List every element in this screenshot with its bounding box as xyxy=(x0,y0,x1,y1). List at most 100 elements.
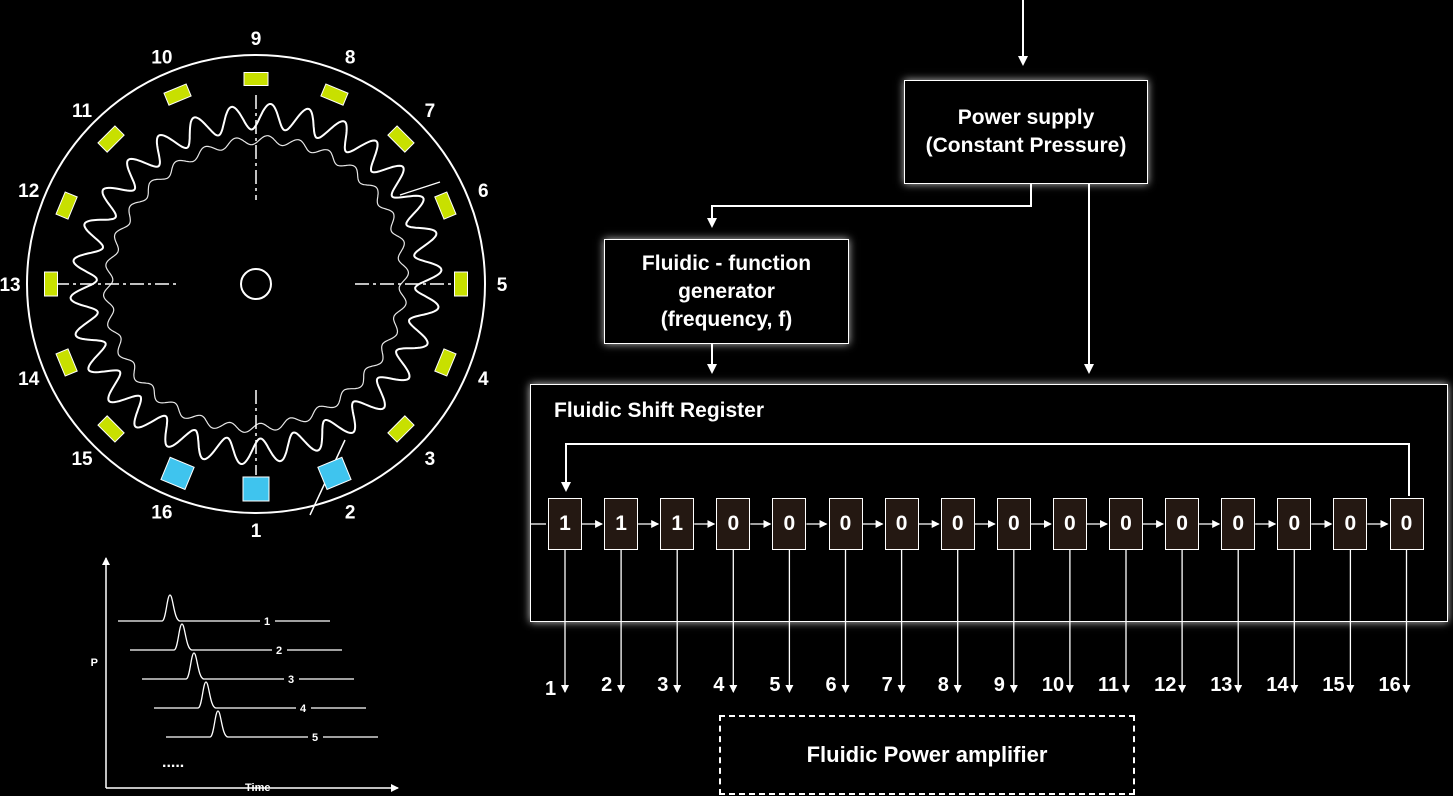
register-cell: 1 xyxy=(660,498,695,550)
register-cell: 0 xyxy=(996,498,1031,550)
function-generator-box: Fluidic - function generator (frequency,… xyxy=(604,239,849,344)
pulse-label: 4 xyxy=(300,703,307,715)
stator-outer-ring xyxy=(26,54,486,514)
stator-pole xyxy=(242,476,270,502)
stator-label: 9 xyxy=(251,29,262,50)
stator-label: 12 xyxy=(18,181,39,202)
centre-lines xyxy=(55,95,455,475)
stator-label: 14 xyxy=(18,369,40,390)
output-label: 5 xyxy=(769,674,781,696)
output-label: 12 xyxy=(1154,674,1177,696)
function-generator-line1: Fluidic - function xyxy=(641,251,812,275)
stator-pole xyxy=(434,191,457,220)
stator-label: 2 xyxy=(345,502,356,523)
output-label: 2 xyxy=(601,674,613,696)
function-generator-line3: (frequency, f) xyxy=(660,307,793,331)
register-cell: 0 xyxy=(828,498,863,550)
stator-label: 3 xyxy=(425,449,436,470)
stator-label: 4 xyxy=(478,369,489,390)
register-cell: 0 xyxy=(940,498,975,550)
power-amplifier-label: Fluidic Power amplifier xyxy=(806,742,1048,767)
stator-label: 5 xyxy=(497,275,508,296)
output-label: 4 xyxy=(713,674,725,696)
stator-pole xyxy=(97,125,125,153)
stator-poles xyxy=(44,72,468,502)
output-label: 14 xyxy=(1266,674,1289,696)
motor-shaft xyxy=(240,268,272,300)
feedback-loop-arrow xyxy=(561,443,1410,496)
power-amplifier-box: Fluidic Power amplifier xyxy=(719,715,1135,795)
stator-pole xyxy=(163,83,192,106)
register-cell: 0 xyxy=(1165,498,1200,550)
pulse-label: 3 xyxy=(288,674,294,686)
stator-label: 8 xyxy=(345,48,356,69)
output-label: 9 xyxy=(993,674,1005,696)
pulse-trace xyxy=(118,594,260,622)
pulse-ellipsis: ..... xyxy=(162,754,184,771)
stator-label: 13 xyxy=(0,275,21,296)
register-cell: 1 xyxy=(548,498,582,550)
output-label: 13 xyxy=(1210,674,1233,696)
output-label: 3 xyxy=(657,674,669,696)
register-cell: 0 xyxy=(1277,498,1312,550)
output-label: 10 xyxy=(1041,674,1065,696)
register-cell: 0 xyxy=(884,498,919,550)
output-label: 7 xyxy=(881,674,893,696)
pulse-trace xyxy=(166,710,308,738)
output-label: 15 xyxy=(1322,674,1345,696)
stator-pole xyxy=(160,456,195,491)
stator-pole xyxy=(44,271,58,297)
pulse-label: 2 xyxy=(276,645,282,657)
stator-label: 7 xyxy=(425,101,436,122)
stator-label: 16 xyxy=(151,502,172,523)
stator-pole xyxy=(55,191,78,220)
stator-label: 1 xyxy=(251,521,262,542)
stator-pole xyxy=(320,83,349,106)
register-cell: 0 xyxy=(1389,498,1424,550)
register-cell: 0 xyxy=(1221,498,1256,550)
pulse-label: 1 xyxy=(264,616,270,628)
stator-label: 6 xyxy=(478,181,489,202)
register-cell: 1 xyxy=(604,498,639,550)
power-supply-title: Power supply xyxy=(957,106,1095,129)
stator-pole xyxy=(387,125,415,153)
stator-pole xyxy=(55,348,78,377)
flexible-gear-outline xyxy=(69,103,443,465)
stator-label: 10 xyxy=(151,48,172,69)
stator-label: 11 xyxy=(72,101,93,122)
supply-to-generator-arrow xyxy=(707,184,1032,228)
stator-label: 15 xyxy=(71,449,93,470)
output-label: 16 xyxy=(1378,674,1401,696)
stator-pole xyxy=(243,72,269,86)
shift-register-title: Fluidic Shift Register xyxy=(554,399,765,422)
y-axis-label: P xyxy=(91,657,98,669)
x-axis-label: Time xyxy=(245,782,270,794)
pulse-traces: 1 2 3 4 5 xyxy=(118,594,378,744)
flexible-gear-inner-outline xyxy=(103,135,409,433)
gear-pointer-line-2 xyxy=(399,181,441,196)
output-label: 11 xyxy=(1098,674,1120,696)
stator-pole xyxy=(97,415,125,443)
stator-pole xyxy=(434,348,457,377)
pulse-label: 5 xyxy=(312,732,318,744)
output-label: 8 xyxy=(937,674,949,696)
register-cell: 0 xyxy=(1052,498,1087,550)
pulse-trace xyxy=(154,681,296,709)
stator-pole xyxy=(454,271,468,297)
register-cell: 0 xyxy=(772,498,807,550)
stator-pole xyxy=(317,456,352,491)
pulse-trace xyxy=(142,652,284,680)
stator-pole xyxy=(387,415,415,443)
shift-register-box xyxy=(530,384,1448,622)
output-label: 1 xyxy=(545,678,557,700)
register-cell: 0 xyxy=(1333,498,1368,550)
connectors xyxy=(561,0,1410,496)
power-supply-box: Power supply (Constant Pressure) xyxy=(904,80,1148,184)
pulse-trace xyxy=(130,623,272,651)
pulse-timing-chart: P Time 1 2 3 4 5 ..... xyxy=(91,557,399,794)
register-cell: 0 xyxy=(716,498,751,550)
function-generator-line2: generator xyxy=(678,279,775,303)
output-label: 6 xyxy=(825,674,837,696)
